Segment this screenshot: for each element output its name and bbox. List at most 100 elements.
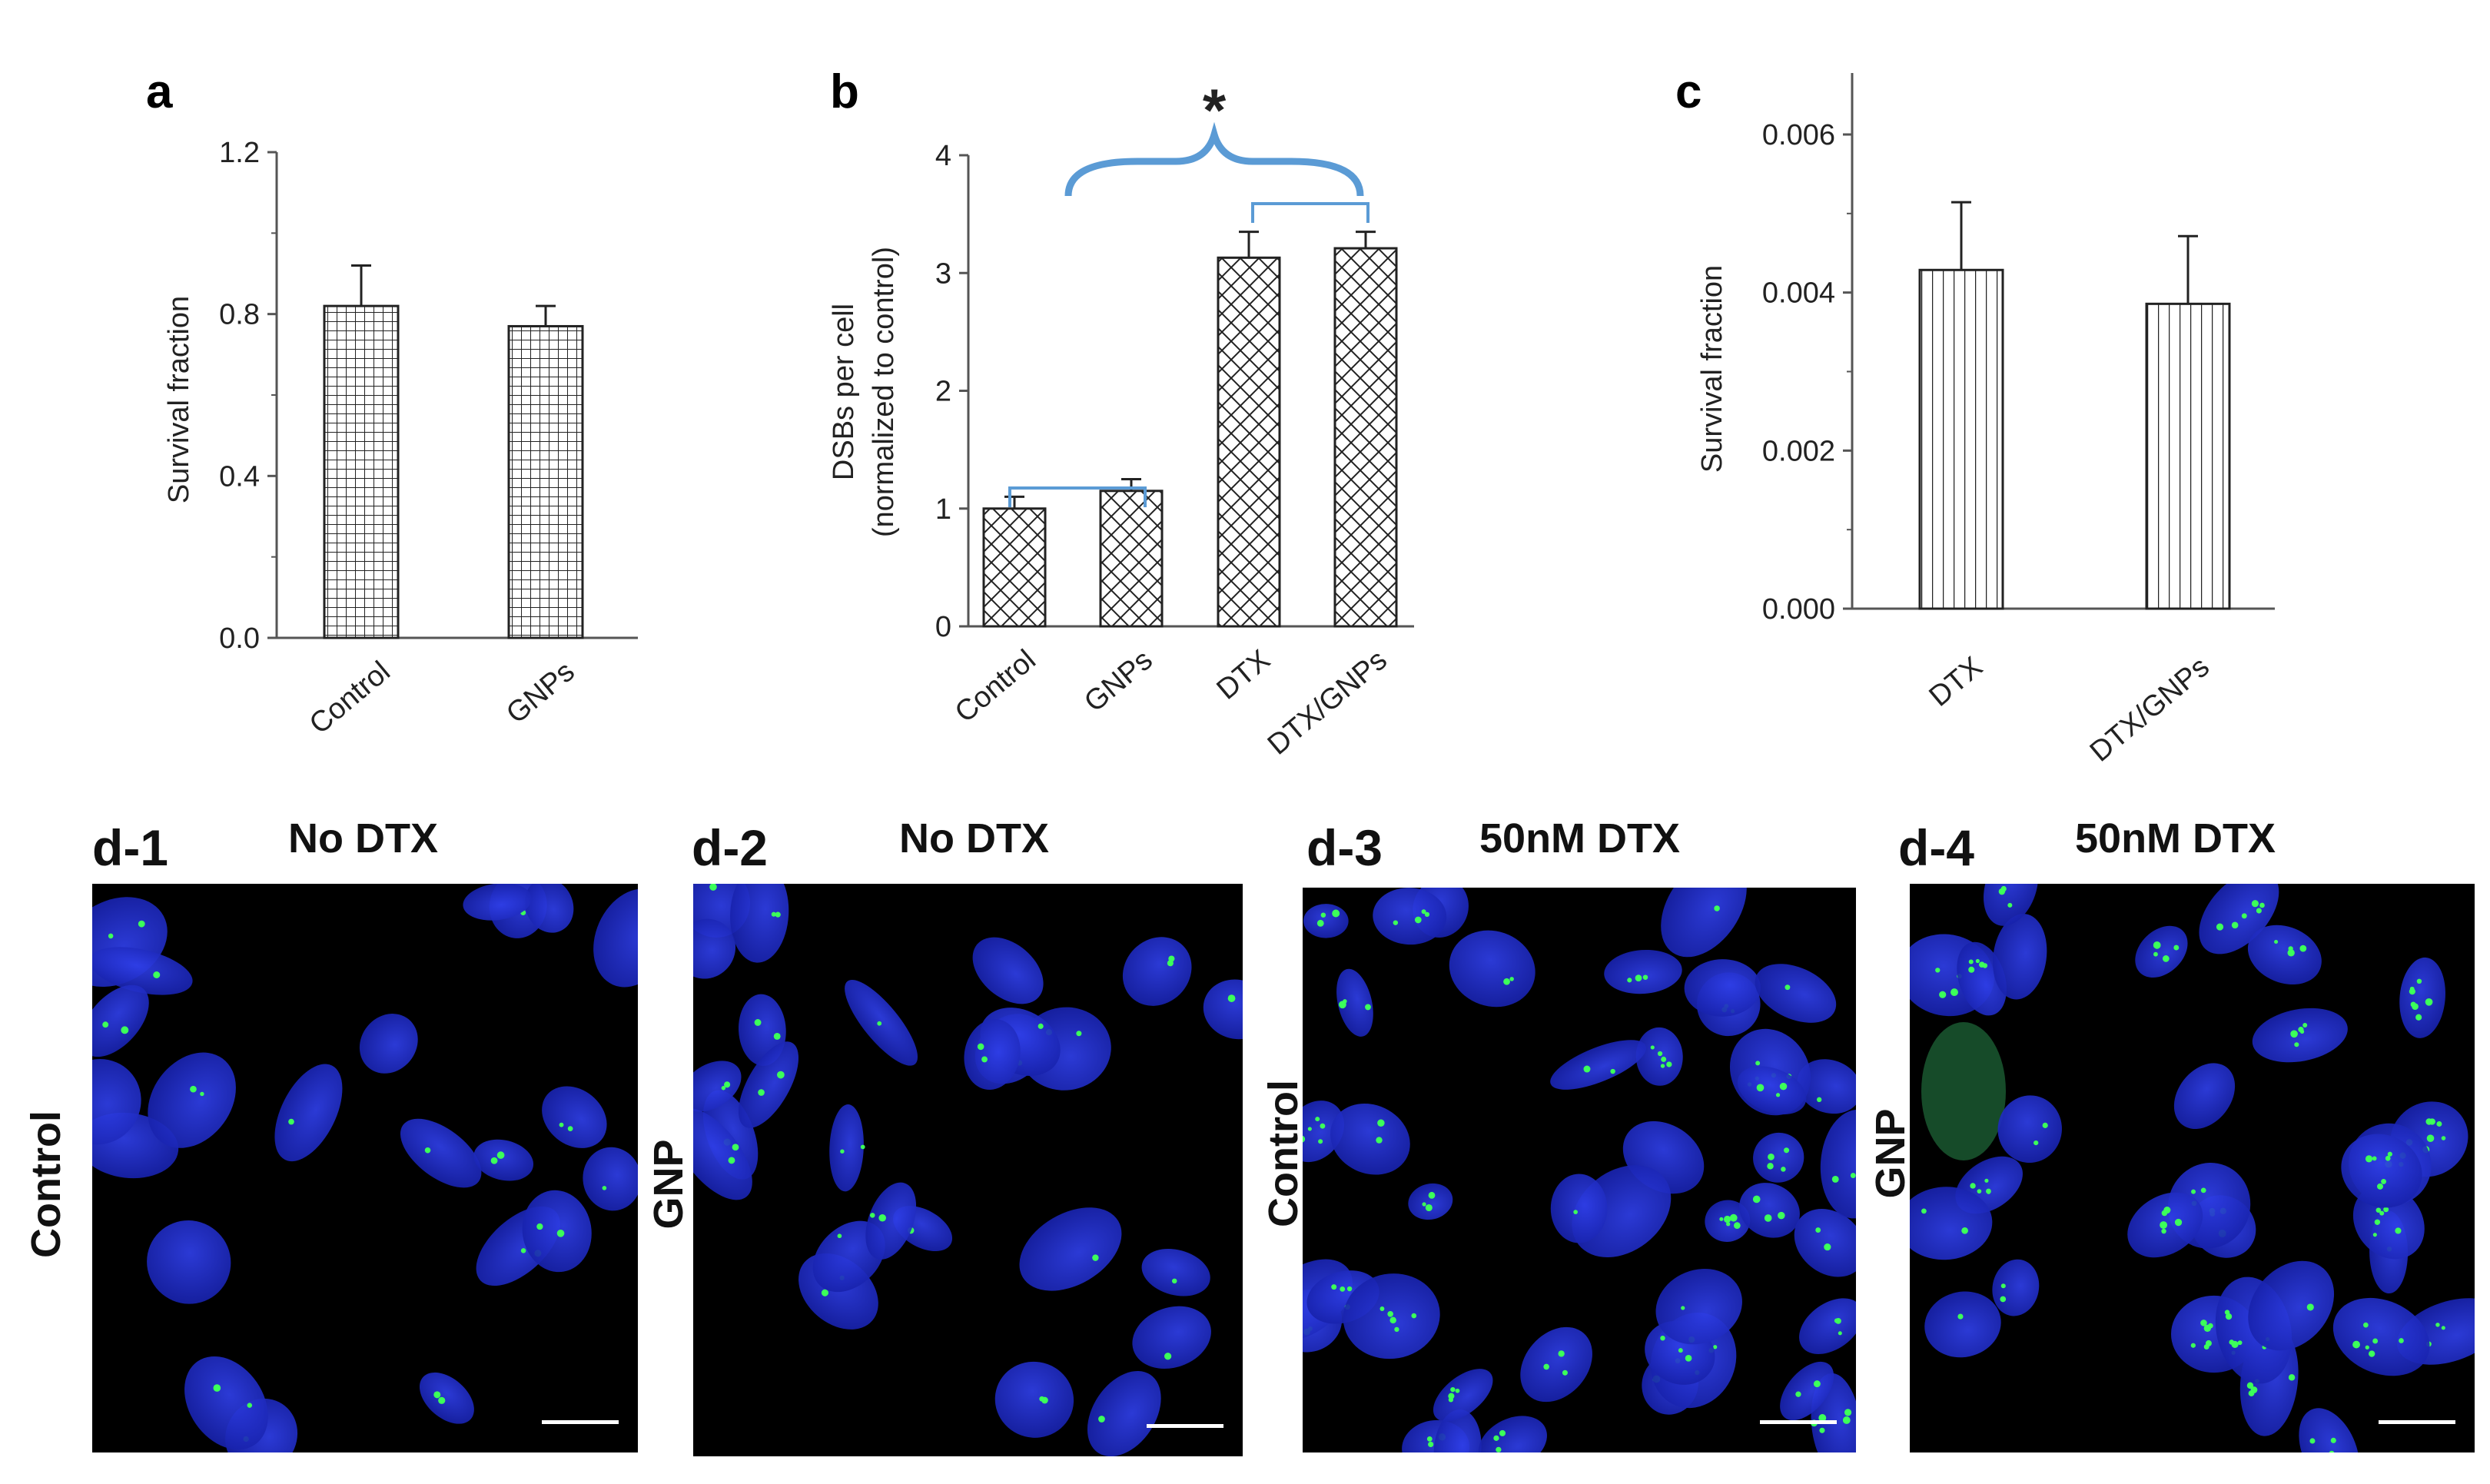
dsb-focus [438, 1396, 446, 1404]
dsb-focus [2299, 1029, 2305, 1034]
dsb-focus [1389, 1316, 1396, 1324]
dsb-focus [777, 1071, 785, 1079]
dsb-focus [559, 1122, 564, 1127]
dsb-focus [108, 933, 114, 939]
dsb-focus [2302, 1023, 2308, 1028]
dsb-focus [1844, 1409, 1852, 1416]
dsb-focus [1503, 978, 1510, 985]
dsb-focus [1227, 994, 1236, 1002]
dsb-focus [2372, 1338, 2379, 1344]
c-ytick-label: 0.006 [1762, 119, 1835, 151]
dsb-focus [1726, 1222, 1731, 1227]
b-ytick-label: 4 [935, 140, 951, 172]
dsb-focus [602, 1186, 607, 1190]
dsb-focus [2363, 1322, 2369, 1328]
dsb-focus [1813, 1380, 1821, 1388]
dsb-focus [2436, 1120, 2442, 1127]
dsb-focus [2000, 885, 2007, 892]
dsb-focus [771, 911, 776, 917]
micrograph-id-d1: d-1 [92, 819, 168, 876]
panel-a-ylabel: Survival fraction [163, 296, 195, 503]
dsb-focus [1968, 959, 1974, 964]
dsb-focus [433, 1391, 441, 1399]
dsb-focus [2274, 939, 2279, 945]
dsb-focus [1365, 1004, 1371, 1011]
dsb-focus [1377, 1119, 1385, 1127]
dsb-focus [1755, 1061, 1761, 1066]
nucleus [1408, 1183, 1453, 1220]
dsb-focus [1831, 1175, 1839, 1183]
dsb-focus [2306, 1303, 2314, 1311]
dsb-focus [1092, 1254, 1099, 1261]
dsb-focus [1767, 1163, 1774, 1170]
dsb-focus [1678, 1348, 1683, 1353]
dsb-focus [1781, 1167, 1786, 1172]
dsb-focus [1714, 905, 1720, 911]
dsb-focus [1425, 1203, 1433, 1212]
nucleus [1520, 1326, 1592, 1403]
dsb-focus [2000, 1296, 2007, 1303]
dsb-focus [2441, 1136, 2446, 1140]
dsb-focus [773, 1033, 781, 1040]
dsb-focus [1343, 999, 1347, 1004]
dsb-focus [2375, 1207, 2382, 1213]
dsb-focus [1685, 1354, 1692, 1362]
dsb-focus [821, 1289, 828, 1296]
dsb-focus [1376, 1137, 1383, 1144]
dsb-focus [1041, 1396, 1048, 1404]
panel-b-ylabel-2: (normalized to control) [868, 247, 900, 537]
nucleus [92, 1059, 141, 1145]
dsb-focus [2225, 1313, 2233, 1320]
dsb-focus [2294, 1042, 2299, 1047]
dsb-focus [2385, 1155, 2391, 1161]
nucleus [1794, 1208, 1856, 1277]
dsb-focus [1499, 1429, 1506, 1436]
dsb-focus [2162, 955, 2170, 962]
dsb-focus [288, 1118, 294, 1125]
bar-dtx-gnps [2145, 302, 2231, 610]
dsb-focus [1448, 1393, 1455, 1399]
dsb-focus [1818, 1414, 1827, 1422]
dsb-focus [775, 911, 781, 918]
panel-c-ylabel: Survival fraction [1696, 265, 1728, 473]
nucleus [1433, 1369, 1493, 1422]
nucleus [542, 1086, 607, 1148]
dsb-focus [424, 1147, 431, 1154]
nucleus [693, 1107, 752, 1200]
dsb-focus [1795, 1391, 1801, 1397]
dsb-focus [2160, 1221, 2168, 1229]
x-ticklabel: Control [304, 656, 397, 741]
x-ticklabel: DTX [1211, 644, 1277, 706]
nucleus [1550, 1040, 1647, 1090]
dsb-focus [1340, 1286, 1346, 1292]
panel-a-letter: a [146, 65, 173, 118]
bracket-control-gnps [1008, 486, 1147, 507]
dsb-focus [1573, 1210, 1578, 1214]
dsb-focus [728, 1157, 735, 1164]
nucleus [1924, 1291, 2001, 1358]
dsb-focus [1450, 1386, 1456, 1393]
dsb-focus [1817, 1097, 1822, 1103]
dsb-focus [1764, 1214, 1772, 1222]
nucleus [1993, 914, 2047, 1000]
dsb-focus [1986, 1188, 1991, 1194]
nucleus [2399, 957, 2446, 1038]
nucleus [359, 1014, 418, 1074]
dsb-focus [2174, 1218, 2183, 1227]
panel-b-y-ticks: 0 1 2 3 4 [935, 140, 968, 643]
b-ytick-label: 0 [935, 611, 951, 643]
dsb-focus [1448, 1397, 1454, 1403]
dsb-focus [2000, 1283, 2006, 1289]
dsb-focus [2288, 1374, 2296, 1381]
dsb-focus [1724, 1215, 1731, 1223]
nucleus [738, 1041, 799, 1128]
dsb-focus [1977, 1189, 1982, 1194]
nucleus [522, 1190, 592, 1273]
dsb-focus [2412, 1003, 2419, 1011]
nucleus [1780, 1361, 1834, 1421]
dsb-focus [1819, 1427, 1825, 1433]
x-ticklabel: DTX/GNPs [2084, 651, 2216, 769]
nucleus [593, 888, 638, 988]
dsb-focus [1543, 1363, 1549, 1370]
dsb-focus [878, 1213, 886, 1222]
